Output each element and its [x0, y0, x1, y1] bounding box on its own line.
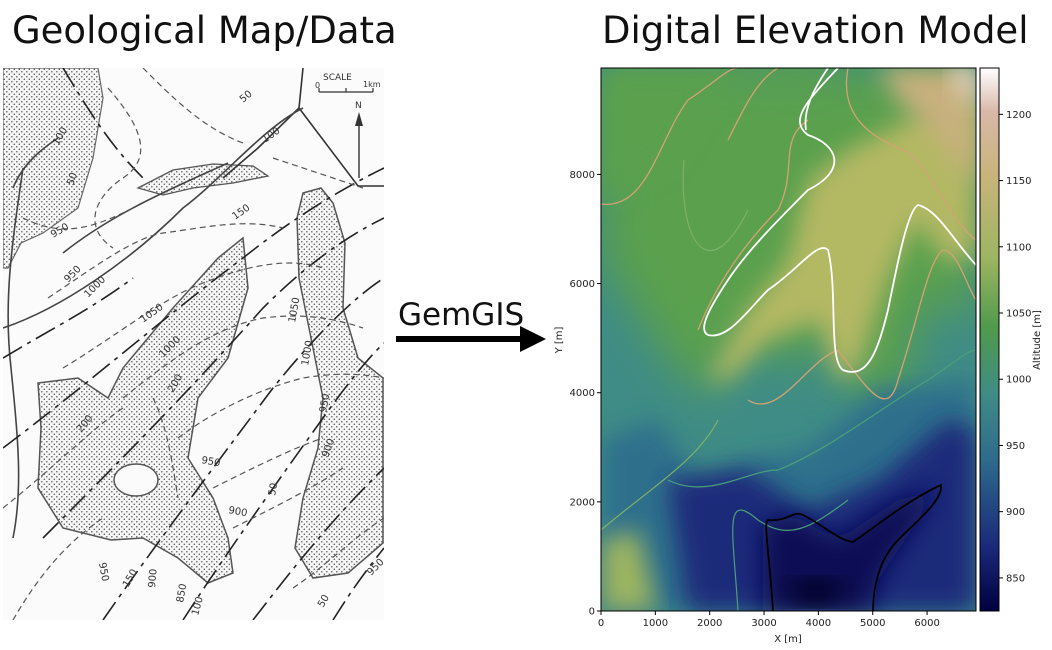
scale-label: SCALE — [323, 73, 352, 83]
geological-map-image: SCALE 0 1km N 50 100 50 100 150 950 1000… — [3, 68, 384, 620]
x-axis: 0 1000 2000 3000 4000 5000 6000 — [598, 611, 940, 629]
contour-label: 1000 — [300, 340, 315, 367]
dotted-unit — [136, 163, 270, 196]
contour-label: 900 — [227, 505, 248, 519]
north-label: N — [355, 101, 362, 111]
scale-zero: 0 — [315, 81, 320, 90]
geological-map-title: Geological Map/Data — [12, 9, 397, 52]
contour-label: 850 — [175, 583, 189, 604]
contour-label: 50 — [267, 482, 280, 496]
dem-chart: 0 1000 2000 3000 4000 5000 6000 0 2000 4000 6000 8… — [554, 67, 1043, 645]
colorbar-tick-label: 950 — [1006, 441, 1025, 452]
y-tick-label: 6000 — [570, 279, 595, 290]
colorbar-tick-label: 900 — [1006, 507, 1025, 518]
x-tick-label: 1000 — [643, 618, 668, 629]
dotted-unit — [294, 187, 384, 579]
y-axis: 0 2000 4000 6000 8000 — [570, 170, 601, 618]
contour-label: 950 — [200, 455, 221, 469]
north-arrow-icon: N — [355, 101, 363, 178]
x-tick-label: 4000 — [806, 618, 831, 629]
gemgis-label: GemGIS — [398, 297, 525, 333]
contour-1100 — [703, 68, 976, 373]
contour-label: 900 — [147, 568, 160, 588]
plot-frame — [600, 67, 977, 612]
colorbar-label: Altitude [m] — [1032, 310, 1043, 370]
contour-label: 950 — [96, 562, 110, 583]
contour-850 — [765, 483, 942, 611]
x-tick-label: 2000 — [697, 618, 722, 629]
scale-end: 1km — [363, 80, 381, 89]
x-tick-label: 5000 — [860, 618, 885, 629]
dem-heatmap — [601, 68, 976, 611]
y-tick-label: 8000 — [570, 170, 595, 181]
dotted-unit — [113, 463, 159, 497]
colorbar-ticks: 850 900 950 1000 1050 1100 1150 1200 — [999, 110, 1031, 584]
dem-title: Digital Elevation Model — [602, 9, 1029, 52]
x-tick-label: 3000 — [751, 618, 776, 629]
contour-label: 950 — [318, 393, 332, 414]
dotted-unit — [37, 236, 249, 584]
x-tick-label: 6000 — [914, 618, 939, 629]
contour-label: 100 — [190, 595, 206, 616]
scale-bar: SCALE 0 1km — [315, 73, 381, 93]
colorbar — [979, 67, 1000, 612]
contour-label: 50 — [65, 171, 80, 187]
dotted-unit — [3, 68, 104, 269]
colorbar-tick-label: 1200 — [1006, 110, 1031, 121]
colorbar-tick-label: 1000 — [1006, 375, 1031, 386]
right-arrow-icon — [396, 326, 546, 352]
y-tick-label: 0 — [589, 607, 595, 618]
x-axis-label: X [m] — [774, 634, 802, 645]
contour-label: 1050 — [287, 297, 302, 324]
colorbar-tick-label: 850 — [1006, 573, 1025, 584]
y-axis-label: Y [m] — [554, 326, 565, 354]
colorbar-tick-label: 1150 — [1006, 176, 1031, 187]
x-tick-label: 0 — [598, 618, 604, 629]
y-tick-label: 2000 — [570, 497, 595, 508]
colorbar-tick-label: 1100 — [1006, 242, 1031, 253]
colorbar-tick-label: 1050 — [1006, 309, 1031, 320]
y-tick-label: 4000 — [570, 388, 595, 399]
